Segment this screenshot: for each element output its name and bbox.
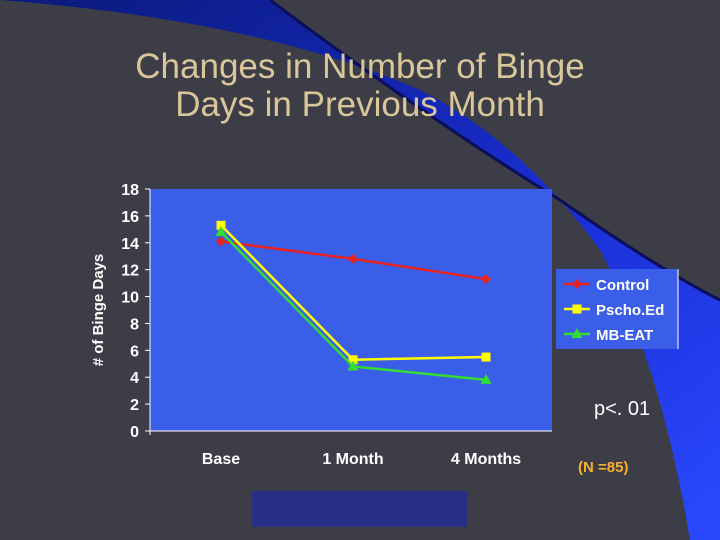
y-tick-label: 6 xyxy=(130,343,139,360)
y-tick-label: 12 xyxy=(121,263,139,280)
data-point xyxy=(347,360,359,371)
legend-label: Pscho.Ed xyxy=(596,302,664,319)
title-line-2: Days in Previous Month xyxy=(175,85,545,124)
y-tick-label: 16 xyxy=(121,209,139,226)
y-tick-label: 18 xyxy=(121,182,139,199)
y-tick-label: 8 xyxy=(130,316,139,333)
slide-title: Changes in Number of Binge Days in Previ… xyxy=(60,48,660,124)
y-tick-label: 2 xyxy=(130,397,139,414)
y-axis-label: # of Binge Days xyxy=(90,254,107,367)
data-point xyxy=(348,355,358,365)
title-line-1: Changes in Number of Binge xyxy=(135,47,585,86)
x-tick-label: Base xyxy=(202,451,240,468)
data-point xyxy=(215,226,227,237)
y-tick-label: 10 xyxy=(121,290,139,307)
data-point xyxy=(480,373,492,384)
legend-marker xyxy=(572,304,582,314)
footer-box xyxy=(252,491,467,527)
legend-marker xyxy=(572,279,582,289)
y-tick-label: 0 xyxy=(130,424,139,441)
data-point xyxy=(216,236,226,247)
y-tick-label: 4 xyxy=(130,370,139,387)
sample-size-note: (N =85) xyxy=(578,459,629,476)
p-value-label: p<. 01 xyxy=(594,398,651,420)
legend-marker xyxy=(571,328,583,338)
data-point xyxy=(216,220,226,230)
data-point xyxy=(481,352,491,362)
x-tick-label: 4 Months xyxy=(451,451,521,468)
legend-label: MB-EAT xyxy=(596,327,653,344)
data-point xyxy=(348,253,358,264)
legend-label: Control xyxy=(596,277,649,294)
y-tick-label: 14 xyxy=(121,236,139,253)
data-point xyxy=(481,274,491,285)
plot-area xyxy=(150,189,552,431)
x-tick-label: 1 Month xyxy=(322,451,383,468)
